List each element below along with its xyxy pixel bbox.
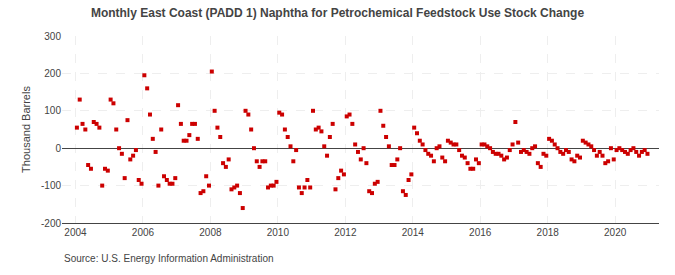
svg-text:-100: -100 (41, 180, 61, 191)
svg-text:0: 0 (55, 143, 61, 154)
svg-text:2008: 2008 (199, 227, 222, 238)
svg-text:Monthly East Coast (PADD 1) Na: Monthly East Coast (PADD 1) Naphtha for … (91, 6, 585, 20)
svg-text:2016: 2016 (469, 227, 492, 238)
svg-text:2010: 2010 (267, 227, 290, 238)
svg-text:300: 300 (44, 31, 61, 42)
svg-text:-200: -200 (41, 218, 61, 229)
svg-text:200: 200 (44, 68, 61, 79)
svg-text:2014: 2014 (402, 227, 425, 238)
svg-text:2004: 2004 (64, 227, 87, 238)
svg-text:Thousand Barrels: Thousand Barrels (20, 86, 32, 173)
svg-text:2012: 2012 (334, 227, 357, 238)
svg-text:100: 100 (44, 105, 61, 116)
svg-text:2020: 2020 (604, 227, 627, 238)
svg-text:2018: 2018 (537, 227, 560, 238)
svg-text:2006: 2006 (132, 227, 155, 238)
svg-text:Source: U.S. Energy Informatio: Source: U.S. Energy Information Administ… (64, 253, 274, 264)
